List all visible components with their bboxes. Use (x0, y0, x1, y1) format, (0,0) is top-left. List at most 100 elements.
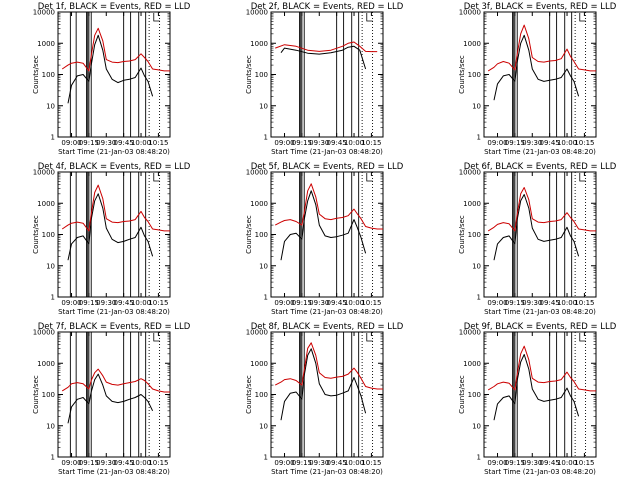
x-tick-label: 09:45 (114, 459, 134, 467)
x-tick-label: 09:00 (274, 459, 294, 467)
lld-series-line (487, 187, 596, 232)
y-tick-label: 1000 (250, 200, 268, 208)
lld-series-line (61, 184, 170, 232)
y-tick-label: 10 (259, 102, 268, 110)
lld-series-line (275, 41, 378, 53)
y-axis-label: Counts/sec (245, 215, 253, 254)
x-tick-label: 09:45 (540, 459, 560, 467)
y-tick-label: 1000 (463, 200, 481, 208)
x-tick-label: 09:00 (274, 299, 294, 307)
x-tick-label: 09:30 (96, 139, 116, 147)
y-tick-label: 10 (46, 422, 55, 430)
y-tick-label: 100 (255, 231, 268, 239)
y-tick-label: 10 (259, 262, 268, 270)
y-tick-label: 1 (264, 454, 268, 462)
x-tick-label: 10:00 (344, 139, 364, 147)
x-tick-label: 09:00 (487, 459, 507, 467)
y-tick-label: 100 (42, 231, 55, 239)
y-tick-label: 100 (468, 231, 481, 239)
events-series-line (280, 190, 367, 261)
x-tick-label: 10:15 (148, 299, 168, 307)
x-tick-label: 09:45 (540, 139, 560, 147)
panel-title: Det 7f, BLACK = Events, RED = LLD (38, 322, 191, 332)
events-series-line (67, 193, 154, 261)
x-tick-label: 09:15 (292, 459, 312, 467)
x-tick-label: 09:15 (292, 299, 312, 307)
y-tick-label: 1 (477, 134, 481, 142)
lld-series-line (487, 24, 596, 72)
y-axis-label: Counts/sec (458, 375, 466, 414)
interval-bracket-marker (579, 173, 586, 182)
panel-title: Det 2f, BLACK = Events, RED = LLD (251, 2, 404, 12)
interval-bracket-marker (153, 173, 160, 182)
x-tick-label: 10:00 (557, 299, 577, 307)
y-tick-label: 10000 (246, 329, 268, 337)
x-axis-label: Start Time (21-Jan-03 08:48:20) (484, 468, 596, 476)
y-tick-label: 100 (42, 391, 55, 399)
y-tick-label: 10000 (33, 9, 55, 17)
detector-panel: Det 1f, BLACK = Events, RED = LLD 1 10 100 1… (32, 2, 191, 156)
detector-panel: Det 5f, BLACK = Events, RED = LLD 1 10 100 1… (245, 162, 404, 316)
x-tick-label: 09:30 (309, 139, 329, 147)
interval-bracket-marker (579, 333, 586, 342)
x-tick-label: 09:15 (505, 299, 525, 307)
plot-frame (270, 171, 384, 298)
x-tick-label: 09:45 (114, 139, 134, 147)
x-tick-label: 10:00 (557, 139, 577, 147)
y-tick-label: 10 (259, 422, 268, 430)
x-tick-label: 09:00 (61, 459, 81, 467)
lld-series-line (274, 342, 383, 390)
x-axis-label: Start Time (21-Jan-03 08:48:20) (271, 468, 383, 476)
x-tick-label: 09:00 (487, 139, 507, 147)
x-tick-label: 09:00 (61, 299, 81, 307)
detector-panel: Det 6f, BLACK = Events, RED = LLD 1 10 100 1… (458, 162, 617, 316)
y-axis-label: Counts/sec (458, 55, 466, 94)
x-tick-label: 10:00 (131, 459, 151, 467)
y-tick-label: 1000 (37, 360, 55, 368)
y-tick-label: 1 (477, 454, 481, 462)
detector-panel: Det 9f, BLACK = Events, RED = LLD 1 10 100 1… (458, 322, 617, 476)
panel-title: Det 3f, BLACK = Events, RED = LLD (464, 2, 617, 12)
detector-panel: Det 4f, BLACK = Events, RED = LLD 1 10 100 1… (32, 162, 191, 316)
x-tick-label: 09:30 (96, 299, 116, 307)
x-axis-label: Start Time (21-Jan-03 08:48:20) (58, 148, 170, 156)
y-tick-label: 1 (477, 294, 481, 302)
panel-title: Det 9f, BLACK = Events, RED = LLD (464, 322, 617, 332)
plot-frame (57, 331, 171, 458)
y-axis-label: Counts/sec (32, 55, 40, 94)
x-tick-label: 09:30 (522, 299, 542, 307)
x-tick-label: 10:15 (148, 459, 168, 467)
x-tick-label: 10:00 (344, 459, 364, 467)
x-tick-label: 10:15 (361, 299, 381, 307)
x-tick-label: 09:00 (274, 139, 294, 147)
x-tick-label: 09:15 (79, 459, 99, 467)
x-tick-label: 09:15 (79, 299, 99, 307)
x-tick-label: 09:45 (327, 459, 347, 467)
events-series-line (280, 348, 367, 421)
y-tick-label: 1 (51, 294, 55, 302)
y-tick-label: 1000 (463, 40, 481, 48)
x-tick-label: 10:00 (131, 139, 151, 147)
detector-panel: Det 7f, BLACK = Events, RED = LLD 1 10 100 1… (32, 322, 191, 476)
y-tick-label: 100 (255, 391, 268, 399)
lld-series-line (61, 368, 170, 393)
y-tick-label: 10000 (459, 329, 481, 337)
panel-title: Det 1f, BLACK = Events, RED = LLD (38, 2, 191, 12)
x-axis-label: Start Time (21-Jan-03 08:48:20) (58, 308, 170, 316)
x-tick-label: 10:00 (131, 299, 151, 307)
interval-bracket-marker (153, 13, 160, 22)
y-tick-label: 1000 (37, 200, 55, 208)
x-tick-label: 10:15 (574, 299, 594, 307)
lld-series-line (61, 27, 170, 72)
x-tick-label: 09:45 (540, 299, 560, 307)
y-axis-label: Counts/sec (245, 375, 253, 414)
x-tick-label: 10:15 (574, 139, 594, 147)
x-axis-label: Start Time (21-Jan-03 08:48:20) (484, 148, 596, 156)
y-tick-label: 1000 (37, 40, 55, 48)
x-tick-label: 09:30 (522, 459, 542, 467)
interval-bracket-marker (366, 333, 373, 342)
lld-series-line (487, 345, 596, 392)
y-tick-label: 100 (468, 71, 481, 79)
y-axis-label: Counts/sec (245, 55, 253, 94)
y-tick-label: 10000 (459, 169, 481, 177)
